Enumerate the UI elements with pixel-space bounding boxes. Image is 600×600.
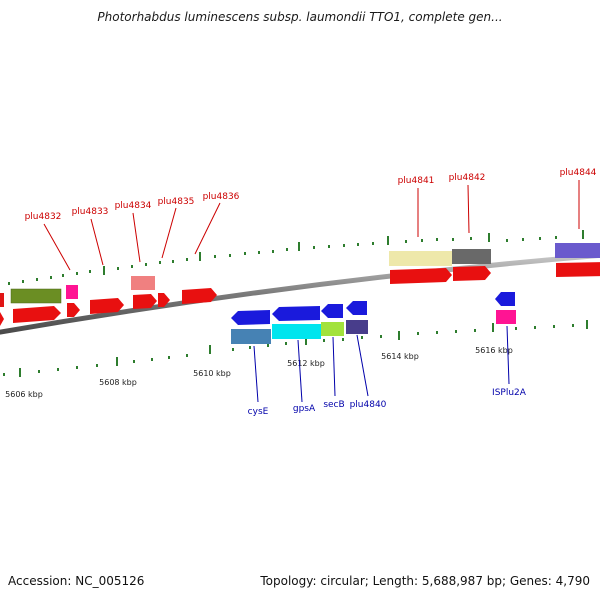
reverse-label-leaders (253, 325, 510, 403)
scale-label: 5614 kbp (381, 352, 419, 361)
outer-tick-track (8, 230, 584, 285)
cds-arrow[interactable] (0, 312, 4, 326)
scale-label: 5616 kbp (475, 346, 513, 355)
gene-feature[interactable] (321, 322, 344, 336)
cds-arrow[interactable] (182, 288, 217, 304)
cds-arrow[interactable] (346, 301, 367, 315)
reverse-cds-arrows (231, 292, 515, 325)
cds-arrow[interactable] (133, 294, 157, 309)
gene-label[interactable]: plu4841 (398, 176, 435, 186)
reverse-gene-features (231, 310, 516, 344)
gene-label[interactable]: plu4842 (449, 173, 486, 183)
cds-arrow[interactable] (321, 304, 343, 318)
gene-feature[interactable] (0, 293, 4, 307)
cds-arrow[interactable] (272, 306, 320, 321)
gene-label[interactable]: plu4840 (350, 400, 387, 410)
gene-feature[interactable] (346, 320, 368, 334)
cds-arrow[interactable] (453, 266, 491, 281)
gene-feature[interactable] (66, 285, 78, 299)
map-title: Photorhabdus luminescens subsp. laumondi… (97, 10, 503, 24)
cds-arrow[interactable] (556, 262, 600, 277)
cds-arrow[interactable] (231, 310, 270, 325)
gene-label[interactable]: plu4844 (560, 168, 597, 178)
gene-feature[interactable] (131, 276, 155, 290)
genome-backbone (0, 252, 600, 335)
gene-feature[interactable] (272, 324, 321, 339)
gene-feature[interactable] (496, 310, 516, 324)
gene-label[interactable]: plu4835 (158, 197, 195, 207)
inner-tick-track (3, 320, 588, 377)
genome-summary: Topology: circular; Length: 5,688,987 bp… (260, 574, 590, 588)
gene-label[interactable]: plu4832 (25, 212, 62, 222)
gene-feature[interactable] (555, 243, 600, 258)
scale-label: 5612 kbp (287, 359, 325, 368)
gene-label[interactable]: gpsA (293, 404, 316, 414)
gene-label[interactable]: plu4836 (203, 192, 240, 202)
gene-feature[interactable] (231, 329, 271, 344)
cds-arrow[interactable] (390, 268, 452, 284)
scale-label: 5608 kbp (99, 378, 137, 387)
gene-label[interactable]: plu4834 (115, 201, 152, 211)
cds-arrow[interactable] (158, 293, 170, 307)
cds-arrow[interactable] (67, 303, 80, 317)
scale-label: 5610 kbp (193, 369, 231, 378)
gene-label[interactable]: cysE (248, 407, 269, 417)
cds-arrow[interactable] (13, 306, 61, 323)
forward-gene-features (0, 243, 600, 307)
cds-arrow[interactable] (495, 292, 515, 306)
cds-arrow[interactable] (90, 298, 124, 314)
gene-feature[interactable] (452, 249, 491, 264)
gene-feature[interactable] (10, 288, 62, 304)
gene-label[interactable]: secB (323, 400, 344, 410)
accession-text: Accession: NC_005126 (8, 574, 145, 588)
forward-cds-arrows (0, 262, 600, 326)
gene-label[interactable]: ISPlu2A (492, 388, 527, 398)
gene-feature[interactable] (389, 251, 452, 266)
scale-label: 5606 kbp (5, 390, 43, 399)
forward-label-leaders (43, 180, 580, 271)
gene-label[interactable]: plu4833 (72, 207, 109, 217)
